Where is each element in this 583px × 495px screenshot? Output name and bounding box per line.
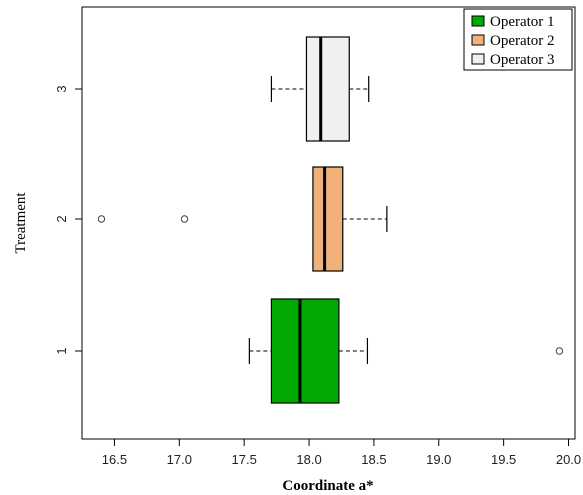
x-tick-label: 17.0 xyxy=(167,452,192,467)
legend-swatch xyxy=(471,34,485,46)
legend-label: Operator 2 xyxy=(490,33,555,49)
x-tick-label: 17.5 xyxy=(232,452,257,467)
legend: Operator 1 Operator 2 Operator 3 xyxy=(463,8,573,71)
box-group xyxy=(270,36,370,142)
iqr-box xyxy=(312,166,344,272)
plot-frame xyxy=(81,6,576,440)
outlier-point xyxy=(180,215,189,223)
legend-swatch xyxy=(471,15,485,27)
legend-label: Operator 1 xyxy=(490,14,555,30)
outlier-point xyxy=(97,215,106,223)
iqr-box xyxy=(305,36,350,142)
x-axis-title: Coordinate a* xyxy=(282,478,373,494)
y-axis-ticks: 1 2 3 xyxy=(54,85,82,355)
boxes-layer xyxy=(97,36,564,404)
x-tick-label: 19.0 xyxy=(426,452,451,467)
x-tick-label: 16.5 xyxy=(102,452,127,467)
y-tick-label: 2 xyxy=(54,215,69,222)
legend-swatch xyxy=(471,53,485,65)
iqr-box xyxy=(270,298,340,404)
box-group xyxy=(97,166,388,272)
x-tick-label: 19.5 xyxy=(491,452,516,467)
x-tick-label: 18.0 xyxy=(296,452,321,467)
x-axis-ticks: 16.5 17.0 17.5 18.0 18.5 19.0 19.5 20.0 xyxy=(102,439,581,467)
y-axis-title: Treatment xyxy=(13,192,29,254)
y-tick-label: 3 xyxy=(54,85,69,92)
x-tick-label: 18.5 xyxy=(361,452,386,467)
y-tick-label: 1 xyxy=(54,347,69,354)
x-tick-label: 20.0 xyxy=(556,452,581,467)
outlier-point xyxy=(555,347,564,355)
legend-label: Operator 3 xyxy=(490,52,555,68)
box-group xyxy=(248,298,564,404)
